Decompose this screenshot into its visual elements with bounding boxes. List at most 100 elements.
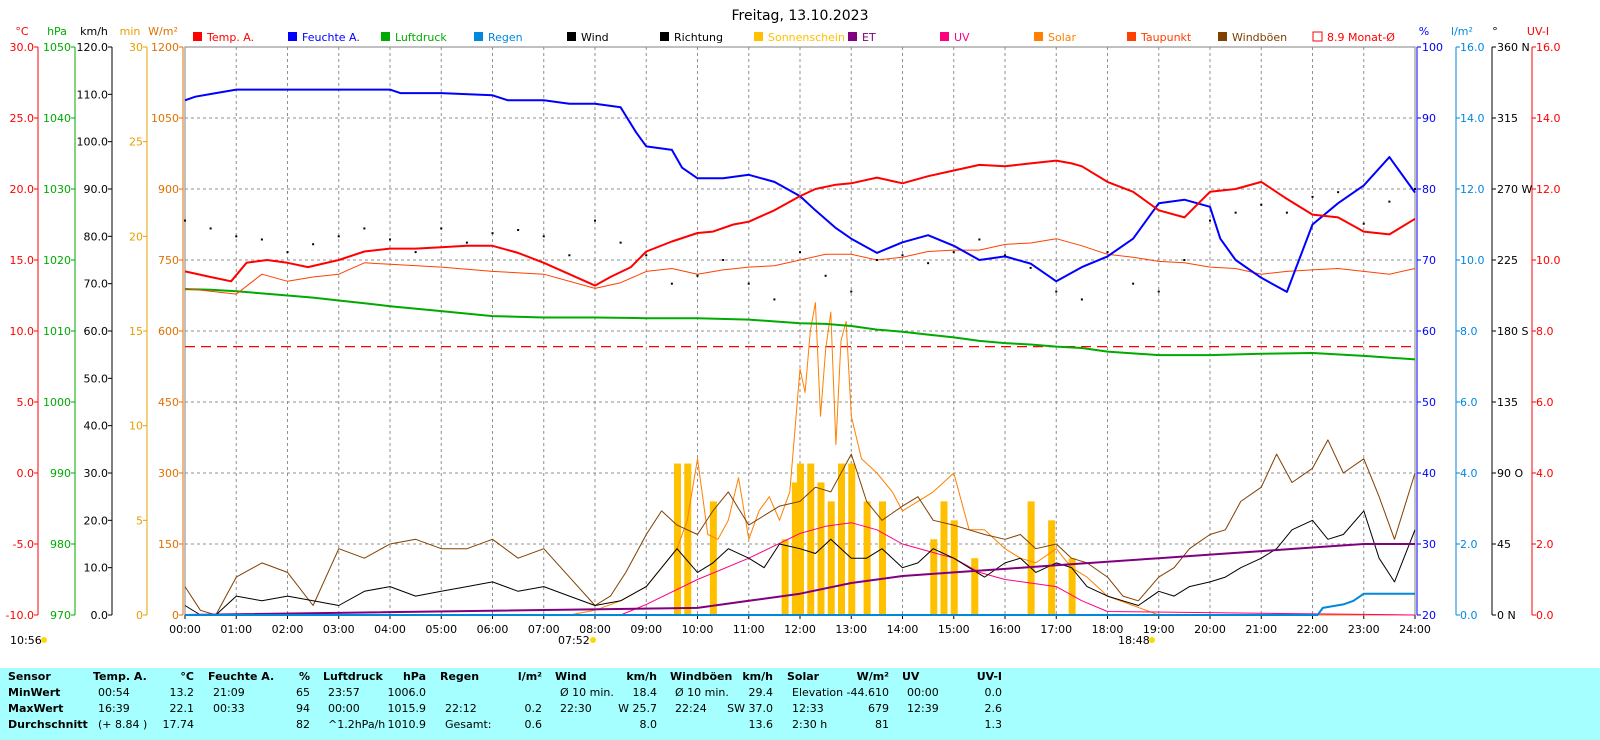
uv-tick-label: 6.0	[1536, 396, 1554, 409]
solar-tick-label: 300	[158, 467, 179, 480]
stats-cell-value: 0.6	[524, 718, 543, 731]
legend-label-temp-a: Temp. A.	[206, 31, 254, 44]
pressure-tick-label: 1020	[43, 254, 71, 267]
direction-point	[1029, 266, 1032, 269]
stats-cell-time: 23:57	[328, 686, 360, 699]
stats-cell-value: 1015.9	[387, 702, 427, 715]
direction-point	[773, 298, 776, 301]
rain-tick-label: 6.0	[1460, 396, 1478, 409]
sunshine-bar	[879, 501, 886, 615]
direction-point	[568, 254, 571, 257]
legend-label-richtung: Richtung	[674, 31, 723, 44]
series-line-solar	[185, 302, 1415, 616]
legend-label-uv: UV	[954, 31, 970, 44]
rain-tick-label: 8.0	[1460, 325, 1478, 338]
sunrise-icon	[590, 637, 596, 643]
stats-cell-value: 18.4	[632, 686, 658, 699]
sunshine-bar	[791, 482, 799, 615]
x-tick-label: 07:00	[528, 623, 560, 636]
pressure-unit-label: hPa	[47, 25, 67, 38]
stats-row-label-minwert: MinWert	[8, 686, 61, 699]
direction-point	[1260, 203, 1263, 206]
direction-tick-label: 360 N	[1497, 41, 1530, 54]
direction-tick-label: 180 S	[1497, 325, 1528, 338]
rain-tick-label: 4.0	[1460, 467, 1478, 480]
uv-tick-label: 14.0	[1536, 112, 1561, 125]
stats-cell-value: 8.0	[639, 718, 658, 731]
series-line-windb-en	[184, 439, 1416, 616]
sunshine-bar	[807, 463, 815, 615]
direction-point	[1414, 188, 1416, 190]
stats-cell-time: 12:33	[792, 702, 824, 715]
stats-cell-value: -44.610	[846, 686, 889, 699]
uv-tick-label: 12.0	[1536, 183, 1561, 196]
wind-tick-label: 50.0	[84, 372, 109, 385]
stats-cell-time: Ø 10 min.	[675, 686, 729, 699]
stats-cell-value: 1006.0	[387, 686, 427, 699]
temp-tick-label: 30.0	[10, 41, 35, 54]
sunshine-bar	[781, 539, 789, 615]
direction-point	[363, 227, 366, 230]
direction-point	[260, 238, 263, 241]
legend-swatch-uv	[940, 32, 949, 41]
rain-unit-label: l/m²	[1451, 25, 1473, 38]
humidity-tick-label: 70	[1422, 254, 1436, 267]
pressure-tick-label: 1040	[43, 112, 71, 125]
x-tick-label: 11:00	[733, 623, 765, 636]
direction-point	[389, 238, 391, 241]
humidity-tick-label: 20	[1422, 609, 1436, 622]
sunshine-tick-label: 15	[129, 325, 143, 338]
direction-point	[824, 274, 827, 277]
direction-point	[1106, 251, 1109, 254]
stats-unit-feuchte-a: %	[298, 670, 310, 683]
sunshine-tick-label: 0	[136, 609, 143, 622]
legend-label-regen: Regen	[488, 31, 523, 44]
series-line-wind	[184, 510, 1416, 616]
direction-point	[901, 254, 904, 257]
legend-label-et: ET	[862, 31, 876, 44]
x-tick-label: 10:00	[682, 623, 714, 636]
stats-cell-time: ^1.2hPa/h	[328, 718, 386, 731]
temp-tick-label: 25.0	[10, 112, 35, 125]
stats-header-solar: Solar	[787, 670, 820, 683]
wind-tick-label: 60.0	[84, 325, 109, 338]
wind-tick-label: 90.0	[84, 183, 109, 196]
direction-unit-label: °	[1492, 25, 1498, 38]
stats-cell-value: 13.2	[169, 686, 195, 699]
x-tick-label: 08:00	[579, 623, 611, 636]
direction-point	[1234, 211, 1237, 214]
sunshine-bar	[709, 501, 717, 615]
x-tick-label: 13:00	[835, 623, 867, 636]
rain-tick-label: 0.0	[1460, 609, 1478, 622]
wind-unit-label: km/h	[80, 25, 108, 38]
sunshine-unit-label: min	[120, 25, 141, 38]
pressure-tick-label: 990	[50, 467, 71, 480]
sunshine-bar	[1048, 520, 1056, 615]
legend-label-taupunkt: Taupunkt	[1140, 31, 1192, 44]
sunshine-tick-label: 5	[136, 514, 143, 527]
direction-point	[286, 251, 289, 254]
stats-cell-value: 679	[868, 702, 889, 715]
direction-point	[542, 235, 545, 238]
stats-cell-value: 22.1	[169, 702, 195, 715]
solar-tick-label: 1050	[151, 112, 179, 125]
sunshine-bar	[950, 520, 958, 615]
rain-tick-label: 2.0	[1460, 538, 1478, 551]
solar-tick-label: 450	[158, 396, 179, 409]
direction-point	[1004, 254, 1006, 257]
stats-row-label-maxwert: MaxWert	[8, 702, 64, 715]
direction-tick-label: 270 W	[1497, 183, 1532, 196]
direction-point	[670, 282, 673, 285]
direction-tick-label: 315	[1497, 112, 1518, 125]
x-tick-label: 05:00	[425, 623, 457, 636]
sunshine-tick-label: 30	[129, 41, 143, 54]
stats-cell-time: 00:33	[213, 702, 245, 715]
direction-point	[1055, 290, 1058, 293]
pressure-tick-label: 1000	[43, 396, 71, 409]
temp-tick-label: 5.0	[17, 396, 35, 409]
wind-tick-label: 0.0	[91, 609, 109, 622]
sunshine-bar	[930, 539, 938, 615]
direction-point	[440, 227, 443, 230]
moonrise-label: 10:56	[10, 634, 42, 647]
chart-title: Freitag, 13.10.2023	[732, 8, 869, 24]
